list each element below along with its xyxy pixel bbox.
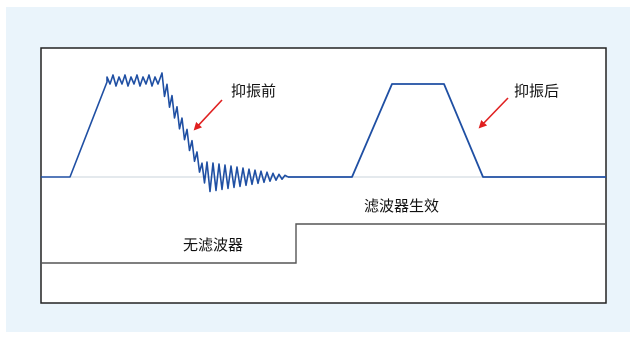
arrow-after	[478, 97, 509, 129]
label-filter-active: 滤波器生效	[364, 197, 439, 215]
label-after-suppression: 抑振后	[514, 82, 559, 100]
waveform-before-suppression	[41, 72, 289, 193]
plot-frame	[40, 47, 607, 304]
filter-step-signal	[41, 223, 606, 264]
arrow-before	[193, 99, 223, 131]
label-no-filter: 无滤波器	[183, 236, 243, 254]
label-before-suppression: 抑振前	[231, 82, 276, 100]
waveform-after-suppression	[288, 83, 606, 178]
